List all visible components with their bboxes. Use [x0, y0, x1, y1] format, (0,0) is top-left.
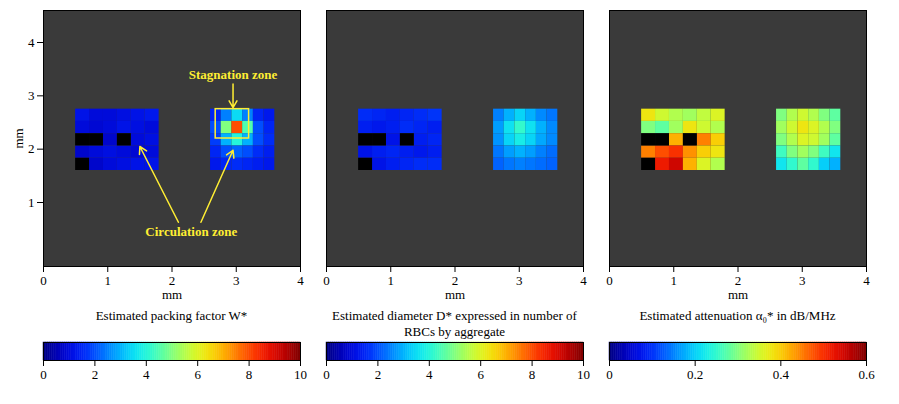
- svg-text:3: 3: [799, 273, 806, 288]
- svg-text:2: 2: [375, 367, 382, 382]
- svg-text:1: 1: [388, 273, 395, 288]
- svg-text:2: 2: [92, 367, 99, 382]
- svg-text:mm: mm: [11, 128, 26, 148]
- svg-text:10: 10: [577, 367, 590, 382]
- svg-text:0: 0: [323, 273, 330, 288]
- svg-text:0: 0: [40, 273, 47, 288]
- svg-text:0: 0: [40, 367, 47, 382]
- svg-text:8: 8: [246, 367, 253, 382]
- svg-text:4: 4: [297, 273, 304, 288]
- svg-text:4: 4: [426, 367, 433, 382]
- svg-text:2: 2: [169, 273, 176, 288]
- html-text:Estimated diameter D* expresse: Estimated diameter D* expressed in numbe…: [332, 308, 577, 339]
- svg-text:1: 1: [671, 273, 678, 288]
- svg-text:3: 3: [516, 273, 523, 288]
- svg-text:2: 2: [735, 273, 742, 288]
- svg-text:2: 2: [452, 273, 459, 288]
- html-text:Estimated packing factor W*: Estimated packing factor W*: [95, 308, 248, 323]
- svg-text:0: 0: [606, 367, 613, 382]
- svg-text:mm: mm: [445, 287, 465, 302]
- svg-text:0: 0: [606, 273, 613, 288]
- svg-text:0: 0: [323, 367, 330, 382]
- svg-text:Stagnation zone: Stagnation zone: [189, 67, 278, 82]
- svg-text:mm: mm: [162, 287, 182, 302]
- svg-text:8: 8: [529, 367, 536, 382]
- svg-text:0.2: 0.2: [687, 367, 703, 382]
- svg-text:4: 4: [863, 273, 870, 288]
- svg-text:0.4: 0.4: [773, 367, 790, 382]
- svg-text:0.6: 0.6: [858, 367, 875, 382]
- svg-text:Circulation zone: Circulation zone: [145, 224, 237, 239]
- svg-text:6: 6: [477, 367, 484, 382]
- svg-text:3: 3: [28, 88, 35, 103]
- svg-text:10: 10: [294, 367, 307, 382]
- svg-text:4: 4: [143, 367, 150, 382]
- svg-text:3: 3: [233, 273, 240, 288]
- svg-text:1: 1: [28, 195, 35, 210]
- svg-text:1: 1: [105, 273, 112, 288]
- html-text:Estimated attenuation α₀* in d: Estimated attenuation α₀* in dB/MHz: [639, 308, 836, 323]
- svg-text:4: 4: [580, 273, 587, 288]
- svg-text:2: 2: [28, 141, 35, 156]
- svg-text:6: 6: [194, 367, 201, 382]
- svg-text:mm: mm: [728, 287, 748, 302]
- svg-text:4: 4: [28, 35, 35, 50]
